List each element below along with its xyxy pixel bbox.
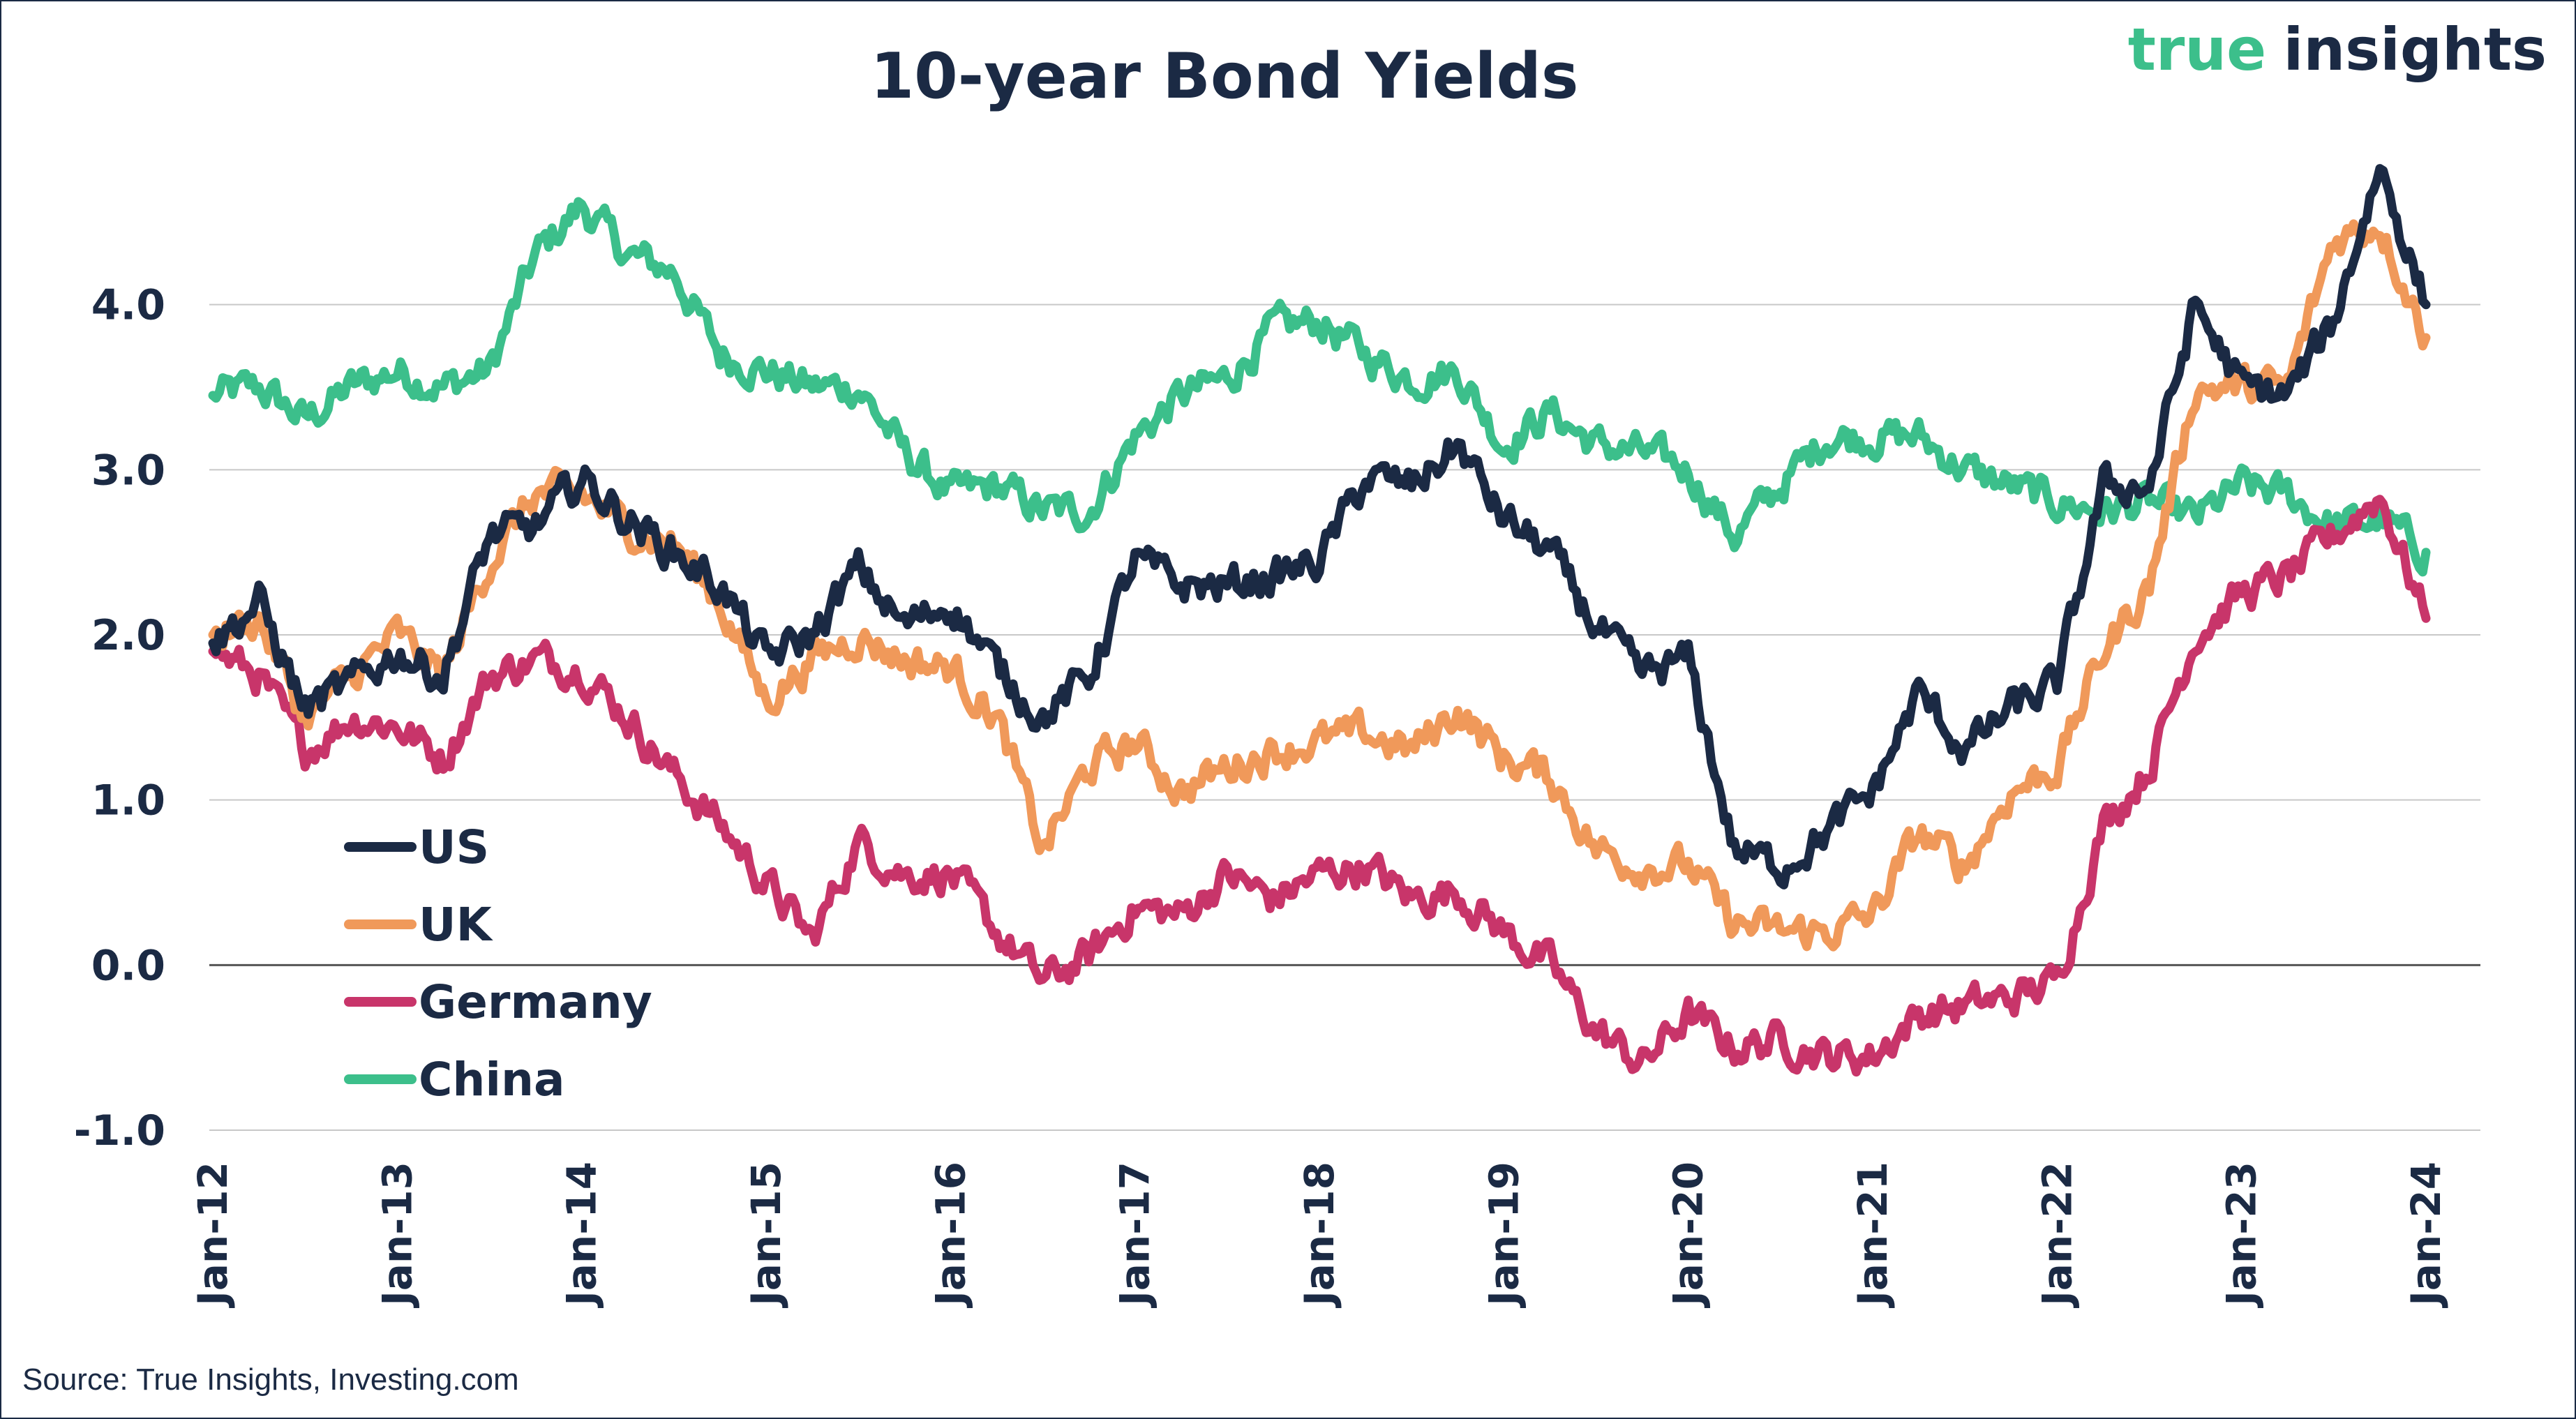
brand-logo: true insights: [2128, 15, 2547, 84]
x-tick-label: Jan-20: [1665, 1162, 1712, 1309]
series-lines: [208, 164, 2431, 1077]
brand-logo-true: true: [2128, 15, 2266, 84]
x-tick-label: Jan-18: [1296, 1162, 1343, 1309]
legend: US UK Germany China: [344, 820, 652, 1106]
svg-text:true insights: true insights: [2128, 15, 2547, 84]
y-tick-label: 0.0: [91, 941, 165, 990]
x-tick-label: Jan-17: [1111, 1162, 1159, 1309]
x-axis: Jan-12 Jan-13 Jan-14 Jan-15 Jan-16 Jan-17 Jan-…: [189, 1162, 2450, 1309]
series-line-china: [208, 197, 2431, 577]
x-tick-label: Jan-19: [1480, 1162, 1527, 1309]
x-tick-label: Jan-14: [558, 1162, 606, 1309]
x-tick-label: Jan-23: [2218, 1162, 2266, 1309]
x-tick-label: Jan-15: [742, 1162, 790, 1309]
x-tick-label: Jan-24: [2402, 1162, 2450, 1309]
series-line-germany: [208, 495, 2431, 1077]
y-tick-label: 3.0: [91, 446, 165, 495]
y-tick-label: 2.0: [91, 611, 165, 660]
chart-title: 10-year Bond Yields: [871, 40, 1579, 113]
series-line-us: [208, 164, 2431, 889]
y-axis: -1.0 0.0 1.0 2.0 3.0 4.0: [74, 281, 165, 1155]
legend-label: Germany: [419, 975, 652, 1029]
legend-label: UK: [419, 898, 494, 952]
y-tick-label: -1.0: [74, 1106, 165, 1155]
legend-label: US: [419, 820, 489, 874]
x-tick-label: Jan-13: [373, 1162, 421, 1309]
x-tick-label: Jan-12: [189, 1162, 237, 1309]
x-tick-label: Jan-21: [1849, 1162, 1896, 1309]
legend-label: China: [419, 1053, 565, 1106]
brand-logo-insights: insights: [2284, 15, 2547, 84]
x-tick-label: Jan-16: [927, 1162, 974, 1309]
y-tick-label: 1.0: [91, 776, 165, 825]
y-tick-label: 4.0: [91, 281, 165, 330]
x-tick-label: Jan-22: [2033, 1162, 2081, 1309]
source-note: Source: True Insights, Investing.com: [22, 1362, 519, 1397]
